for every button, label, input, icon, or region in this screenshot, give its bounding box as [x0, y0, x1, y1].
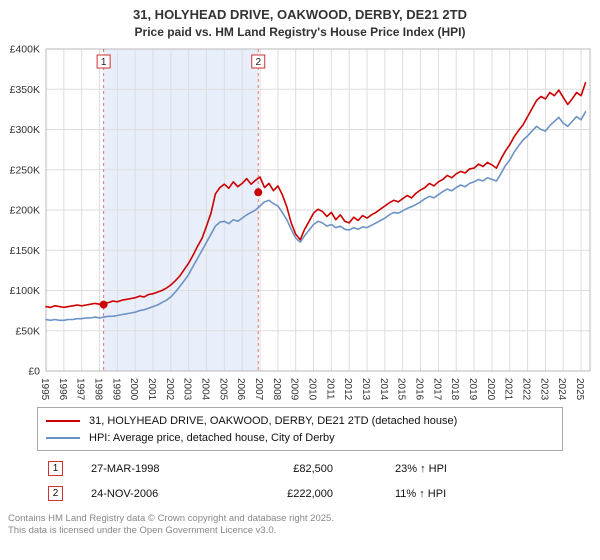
legend-label-hpi: HPI: Average price, detached house, City… — [89, 431, 335, 444]
x-axis-tick-label: 2018 — [449, 378, 460, 401]
y-axis-tick-label: £50K — [15, 325, 40, 337]
series-line-price-paid — [45, 81, 587, 309]
x-axis-tick-label: 1999 — [110, 378, 121, 401]
x-axis-tick-label: 2025 — [574, 378, 585, 401]
sale-price-marker — [254, 188, 263, 197]
series-line-hpi — [45, 111, 587, 322]
x-axis-tick-label: 2004 — [200, 378, 211, 401]
transaction-1-date: 27-MAR-1998 — [91, 462, 160, 475]
x-axis-tick-label: 2006 — [235, 378, 246, 401]
x-axis-tick-label: 2020 — [485, 378, 496, 401]
x-axis-tick-label: 1996 — [57, 378, 68, 401]
x-axis-tick-label: 2011 — [324, 378, 335, 400]
license-note: Contains HM Land Registry data © Crown c… — [8, 513, 600, 538]
x-axis-tick-label: 2002 — [164, 378, 175, 401]
x-axis-tick-label: 2021 — [503, 378, 514, 401]
hpi-line-swatch — [46, 436, 80, 439]
y-axis-tick-label: £400K — [10, 44, 40, 56]
x-axis-tick-label: 2022 — [521, 378, 532, 401]
sale-flag-number: 1 — [101, 57, 107, 68]
x-axis-tick-label: 1998 — [93, 378, 104, 401]
legend-label-property: 31, HOLYHEAD DRIVE, OAKWOOD, DERBY, DE21… — [89, 414, 458, 427]
x-axis-tick-label: 2001 — [146, 378, 157, 401]
x-axis-tick-label: 2005 — [217, 378, 228, 401]
legend-item-property: 31, HOLYHEAD DRIVE, OAKWOOD, DERBY, DE21… — [46, 412, 554, 429]
x-axis-tick-label: 2024 — [556, 378, 567, 401]
x-axis-tick-label: 2013 — [360, 378, 371, 401]
x-axis-tick-label: 2012 — [342, 378, 353, 401]
x-axis-tick-label: 2016 — [414, 378, 425, 401]
transaction-row: 1 27-MAR-1998 £82,500 23% ↑ HPI — [48, 461, 600, 476]
license-line-2: This data is licensed under the Open Gov… — [8, 525, 277, 537]
x-axis-tick-label: 2014 — [378, 378, 389, 401]
x-axis-tick-label: 2000 — [128, 378, 139, 401]
y-axis-tick-label: £350K — [10, 84, 40, 96]
sale-flag-box — [96, 54, 111, 69]
x-axis-tick-label: 2007 — [253, 378, 264, 401]
price-chart: 1995 1996 1997 1998 1999 2000 2001 2002 2003 2004… — [10, 44, 591, 401]
transaction-2-hpi-delta: 11% ↑ HPI — [395, 487, 447, 500]
x-axis-tick-label: 2023 — [538, 378, 549, 401]
transaction-1-marker: 1 — [48, 461, 63, 476]
transaction-1-hpi-delta: 23% ↑ HPI — [395, 462, 447, 475]
property-line-swatch — [46, 419, 80, 422]
title-block: 31, HOLYHEAD DRIVE, OAKWOOD, DERBY, DE21… — [0, 0, 600, 39]
license-line-1: Contains HM Land Registry data © Crown c… — [8, 513, 334, 524]
x-axis-tick-label: 2003 — [182, 378, 193, 401]
transaction-1-price: £82,500 — [293, 462, 333, 475]
x-axis-tick-label: 2009 — [289, 378, 300, 401]
sale-flag-box — [251, 54, 266, 69]
plot-border — [45, 48, 591, 372]
chart-legend: 31, HOLYHEAD DRIVE, OAKWOOD, DERBY, DE21… — [37, 407, 563, 451]
transaction-2-date: 24-NOV-2006 — [91, 487, 159, 500]
x-axis-tick-label: 2019 — [467, 378, 478, 401]
sale-price-marker — [99, 300, 108, 309]
transaction-2-price: £222,000 — [287, 487, 333, 500]
x-axis-tick-label: 2015 — [396, 378, 407, 401]
y-axis-tick-label: £150K — [10, 245, 40, 257]
transaction-2-marker: 2 — [48, 486, 63, 501]
sale-flag-number: 2 — [255, 57, 261, 68]
x-axis-tick-label: 1995 — [39, 378, 50, 401]
y-axis-tick-label: £250K — [10, 164, 40, 176]
page-title: 31, HOLYHEAD DRIVE, OAKWOOD, DERBY, DE21… — [133, 7, 467, 22]
x-axis-tick-label: 2008 — [271, 378, 282, 401]
house-price-chart-page: 31, HOLYHEAD DRIVE, OAKWOOD, DERBY, DE21… — [0, 0, 600, 538]
page-subtitle: Price paid vs. HM Land Registry's House … — [134, 25, 466, 39]
y-axis-tick-label: £100K — [10, 285, 40, 297]
x-axis-tick-label: 2010 — [307, 378, 318, 401]
legend-item-hpi: HPI: Average price, detached house, City… — [46, 429, 554, 446]
y-axis-tick-label: £300K — [10, 124, 40, 136]
y-axis-tick-label: £0 — [28, 366, 40, 378]
x-axis-tick-label: 1997 — [75, 378, 86, 401]
x-axis-tick-label: 2017 — [431, 378, 442, 401]
transaction-row: 2 24-NOV-2006 £222,000 11% ↑ HPI — [48, 486, 600, 501]
y-axis-tick-label: £200K — [10, 205, 40, 217]
